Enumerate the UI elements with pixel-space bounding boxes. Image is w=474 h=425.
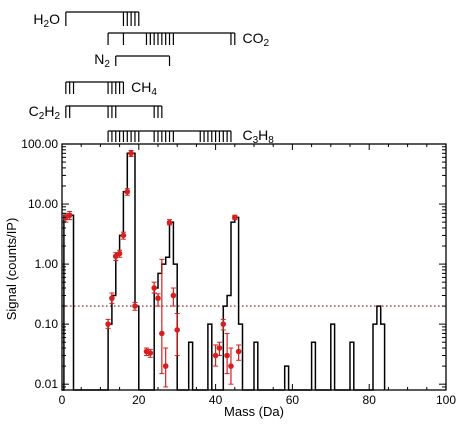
measurement-point	[105, 321, 111, 327]
measurement-point	[162, 363, 169, 369]
measurement-point	[174, 327, 180, 333]
measurement-point	[124, 188, 131, 195]
x-axis-label: Mass (Da)	[224, 404, 284, 419]
molecule-row-ch4: CH4	[65, 79, 157, 98]
axes-layer: 0 20 40 60 80 100 100.00 10.00 1.00 0.10 0.01	[21, 137, 456, 407]
molecule-label-text: H	[258, 127, 268, 143]
measurement-point	[224, 352, 230, 359]
molecule-label-subscript: 2	[104, 59, 110, 70]
molecule-label: H2O	[33, 11, 60, 30]
molecule-label-subscript: 4	[151, 87, 157, 98]
molecule-label-subscript: 8	[268, 135, 274, 146]
measurement-point	[120, 232, 127, 239]
measurement-point	[212, 352, 219, 359]
molecule-row-n2: N2	[94, 51, 171, 70]
measurement-point	[128, 150, 134, 157]
measurement-point	[170, 292, 177, 299]
molecule-label-text: H	[33, 11, 43, 27]
measurement-point	[147, 350, 154, 356]
molecule-row-c2h2: C2H2	[29, 103, 163, 122]
measurement-point	[159, 330, 165, 337]
y-tick-label: 0.10	[35, 317, 59, 331]
measurement-layer	[63, 149, 242, 388]
x-tick-label: 40	[209, 393, 223, 407]
molecule-label-subscript: 3	[253, 135, 259, 146]
measurement-point	[109, 295, 115, 302]
molecule-label: C3H8	[242, 127, 274, 146]
molecule-label-text: O	[49, 11, 60, 27]
molecule-label-text: CO	[242, 30, 263, 46]
molecule-label-text: H	[44, 103, 54, 119]
y-tick-label: 1.00	[35, 257, 59, 271]
measurement-point	[166, 219, 173, 226]
molecule-label: C2H2	[29, 103, 61, 122]
measurement-point	[155, 295, 161, 302]
x-tick-label: 20	[132, 393, 146, 407]
measurement-point	[132, 303, 138, 309]
molecule-label: CH4	[131, 79, 157, 98]
y-axis-label: Signal (counts/IP)	[4, 218, 19, 321]
molecule-label-subscript: 2	[263, 38, 269, 49]
measurement-point	[235, 348, 242, 355]
molecule-row-co2: CO2	[107, 30, 269, 49]
y-tick-label: 10.00	[28, 197, 58, 211]
y-tick-label: 0.01	[35, 377, 59, 391]
molecule-label-subscript: 2	[39, 111, 45, 122]
measurement-point	[116, 250, 123, 257]
measurement-point	[232, 214, 238, 221]
y-tick-label: 100.00	[21, 137, 58, 151]
measurement-point	[66, 212, 73, 219]
molecule-label: N2	[94, 51, 110, 70]
spectrum-line	[62, 152, 386, 391]
measurement-point	[151, 285, 157, 291]
molecule-label: CO2	[242, 30, 269, 49]
x-tick-label: 60	[286, 393, 300, 407]
x-tick-label: 80	[363, 393, 377, 407]
molecule-label-subscript: 2	[54, 111, 60, 122]
molecule-label-text: C	[242, 127, 252, 143]
measurement-point	[216, 345, 223, 351]
molecule-label-text: C	[29, 103, 39, 119]
measurement-point	[220, 321, 227, 327]
molecule-row-h2o: H2O	[33, 11, 140, 30]
measurement-point	[228, 363, 234, 369]
molecule-row-c3h8: C3H8	[107, 127, 274, 146]
spectrum-layer	[62, 152, 386, 391]
x-tick-label: 0	[59, 393, 66, 407]
x-tick-label: 100	[436, 393, 456, 407]
molecule-label-text: CH	[131, 79, 151, 95]
molecule-label-subscript: 2	[44, 19, 50, 30]
molecule-label-text: N	[94, 51, 104, 67]
